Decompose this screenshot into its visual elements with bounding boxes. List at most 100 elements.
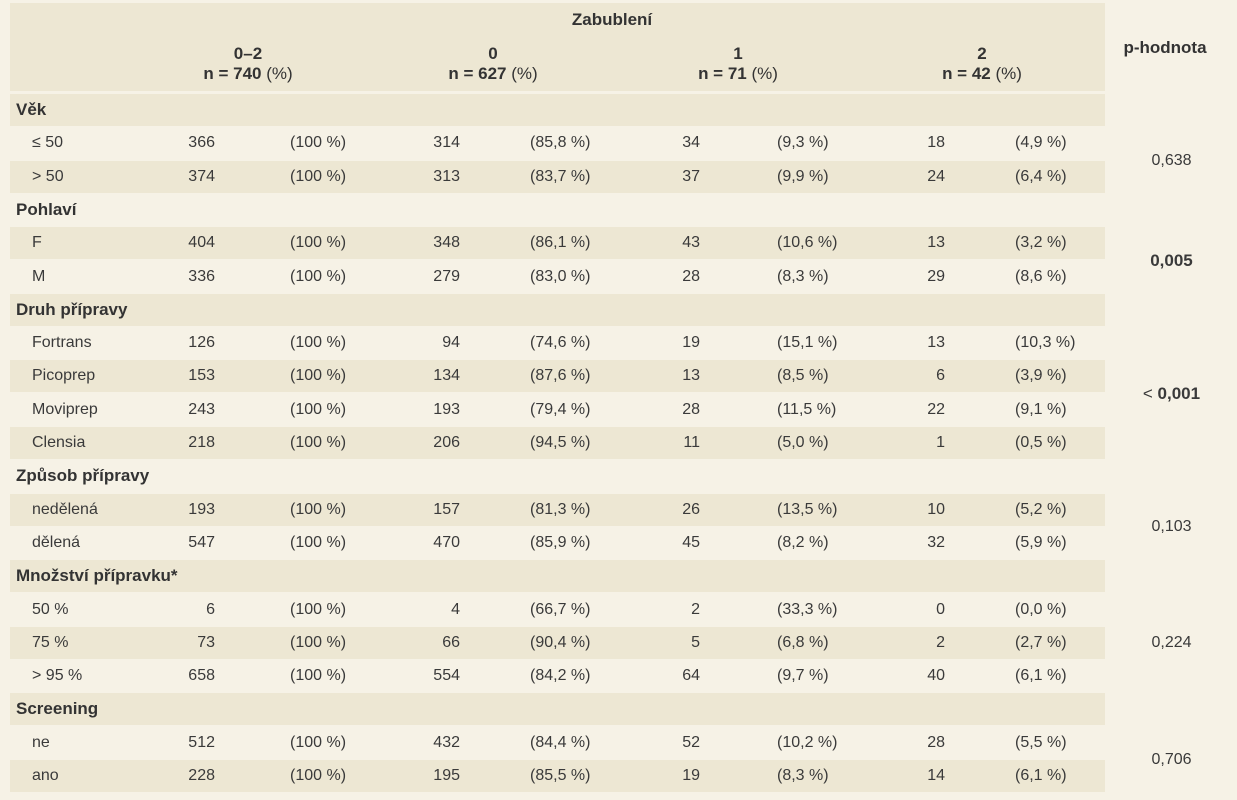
p-value-header: p-hodnota bbox=[1123, 38, 1207, 57]
percent-cell: (9,9 %) bbox=[777, 167, 829, 185]
count-cell: 206 bbox=[433, 434, 460, 451]
count-cell: 18 bbox=[927, 134, 945, 152]
row-label: ano bbox=[32, 767, 59, 784]
percent-cell: (8,3 %) bbox=[777, 767, 829, 784]
row-label: Moviprep bbox=[32, 400, 98, 418]
p-value-number: 0,638 bbox=[1151, 151, 1192, 169]
p-value-number: 0,005 bbox=[1150, 250, 1193, 270]
count-cell: 554 bbox=[433, 667, 460, 685]
row-label: Clensia bbox=[32, 434, 86, 451]
count-cell: 43 bbox=[682, 234, 700, 252]
p-value-number: 0,706 bbox=[1151, 751, 1192, 768]
count-cell: 126 bbox=[188, 334, 215, 352]
percent-cell: (100 %) bbox=[290, 134, 347, 152]
percent-cell: (10,6 %) bbox=[777, 234, 838, 252]
col-count: n = 71 (%) bbox=[698, 64, 778, 83]
count-cell: 193 bbox=[188, 500, 215, 518]
col-count: n = 42 (%) bbox=[942, 64, 1022, 83]
percent-cell: (8,2 %) bbox=[777, 533, 829, 551]
percent-cell: (6,4 %) bbox=[1015, 167, 1067, 185]
count-cell: 29 bbox=[927, 267, 945, 285]
row-label: > 50 bbox=[32, 167, 64, 185]
percent-cell: (11,5 %) bbox=[777, 400, 837, 418]
col-header-0: 0 n = 627 (%) bbox=[448, 44, 537, 84]
col-title: 2 bbox=[977, 44, 987, 63]
count-cell: 11 bbox=[683, 434, 700, 451]
percent-cell: (83,7 %) bbox=[530, 167, 591, 185]
count-cell: 348 bbox=[433, 234, 460, 252]
percent-cell: (0,5 %) bbox=[1015, 434, 1067, 451]
percent-cell: (100 %) bbox=[290, 733, 347, 751]
percent-cell: (100 %) bbox=[290, 334, 347, 352]
p-value-number: 0,103 bbox=[1151, 517, 1192, 535]
count-cell: 157 bbox=[433, 500, 460, 518]
count-cell: 313 bbox=[433, 167, 460, 185]
percent-cell: (5,9 %) bbox=[1015, 533, 1067, 551]
p-value: 0,005 bbox=[1106, 251, 1237, 271]
col-title: 1 bbox=[733, 44, 743, 63]
count-cell: 64 bbox=[682, 667, 700, 685]
percent-cell: (33,3 %) bbox=[777, 600, 838, 618]
count-cell: 14 bbox=[927, 767, 945, 784]
section-row: Množství přípravku* bbox=[10, 560, 1105, 593]
percent-cell: (2,7 %) bbox=[1015, 633, 1067, 651]
count-cell: 228 bbox=[188, 767, 215, 784]
row-label: F bbox=[32, 234, 42, 252]
count-cell: 366 bbox=[188, 134, 215, 152]
count-cell: 26 bbox=[682, 500, 700, 518]
percent-cell: (85,9 %) bbox=[530, 533, 591, 551]
percent-cell: (66,7 %) bbox=[530, 600, 591, 618]
percent-cell: (8,5 %) bbox=[777, 367, 829, 385]
percent-cell: (100 %) bbox=[290, 167, 347, 185]
percent-cell: (100 %) bbox=[290, 633, 347, 651]
percent-cell: (100 %) bbox=[290, 367, 347, 385]
percent-cell: (87,6 %) bbox=[530, 367, 591, 385]
count-cell: 73 bbox=[197, 633, 215, 651]
table-row: F 404 (100 %) 348 (86,1 %) 43 (10,6 %) 13 (3,2 %… bbox=[10, 227, 1105, 260]
col-title: 0 bbox=[488, 44, 498, 63]
p-value-number: 0,001 bbox=[1157, 383, 1201, 403]
table-row: 50 % 6 (100 %) 4 (66,7 %) 2 (33,3 %) 0 (0,0 %) bbox=[10, 594, 1105, 626]
table-row: > 95 % 658 (100 %) 554 (84,2 %) 64 (9,7 %) 40 (6… bbox=[10, 660, 1105, 692]
percent-cell: (100 %) bbox=[290, 533, 347, 551]
p-value: 0,706 bbox=[1106, 751, 1237, 769]
section-title: Pohlaví bbox=[16, 199, 77, 219]
col-header-2: 2 n = 42 (%) bbox=[942, 44, 1022, 84]
percent-cell: (94,5 %) bbox=[530, 434, 591, 451]
row-label: M bbox=[32, 267, 46, 285]
percent-cell: (74,6 %) bbox=[530, 334, 591, 352]
percent-cell: (6,1 %) bbox=[1015, 767, 1067, 784]
count-cell: 22 bbox=[927, 400, 945, 418]
p-value: < 0,001 bbox=[1106, 384, 1237, 404]
section-title: Množství přípravku* bbox=[16, 566, 178, 586]
count-cell: 134 bbox=[433, 367, 460, 385]
col-count: n = 627 (%) bbox=[448, 64, 538, 83]
percent-cell: (100 %) bbox=[290, 434, 347, 451]
section-title: Screening bbox=[16, 699, 99, 719]
table-row: M 336 (100 %) 279 (83,0 %) 28 (8,3 %) 29 (8,6 %) bbox=[10, 261, 1105, 293]
count-cell: 470 bbox=[433, 533, 460, 551]
percent-cell: (5,2 %) bbox=[1015, 500, 1067, 518]
row-label: dělená bbox=[32, 533, 81, 551]
section-row: Pohlaví bbox=[10, 194, 1105, 226]
table-row: ne 512 (100 %) 432 (84,4 %) 52 (10,2 %) 28 (5,5 … bbox=[10, 727, 1105, 759]
percent-cell: (79,4 %) bbox=[530, 400, 591, 418]
row-label: ne bbox=[32, 733, 50, 751]
percent-cell: (8,3 %) bbox=[777, 267, 829, 285]
percent-cell: (10,2 %) bbox=[777, 733, 838, 751]
count-cell: 314 bbox=[433, 134, 460, 152]
p-value: 0,224 bbox=[1106, 634, 1237, 652]
count-cell: 6 bbox=[936, 367, 945, 385]
count-cell: 13 bbox=[682, 367, 700, 385]
table-row: ≤ 50 366 (100 %) 314 (85,8 %) 34 (9,3 %) 18 (4,9… bbox=[10, 127, 1105, 159]
percent-cell: (90,4 %) bbox=[530, 633, 591, 651]
count-cell: 374 bbox=[188, 167, 215, 185]
percent-cell: (6,8 %) bbox=[777, 633, 829, 651]
count-cell: 19 bbox=[682, 334, 700, 352]
count-cell: 243 bbox=[188, 400, 215, 418]
row-label: > 95 % bbox=[32, 667, 83, 685]
table-row: > 50 374 (100 %) 313 (83,7 %) 37 (9,9 %) 24 (6,4… bbox=[10, 160, 1105, 193]
table-row: Moviprep 243 (100 %) 193 (79,4 %) 28 (11,5 %) 2… bbox=[10, 394, 1105, 426]
count-cell: 32 bbox=[927, 533, 945, 551]
